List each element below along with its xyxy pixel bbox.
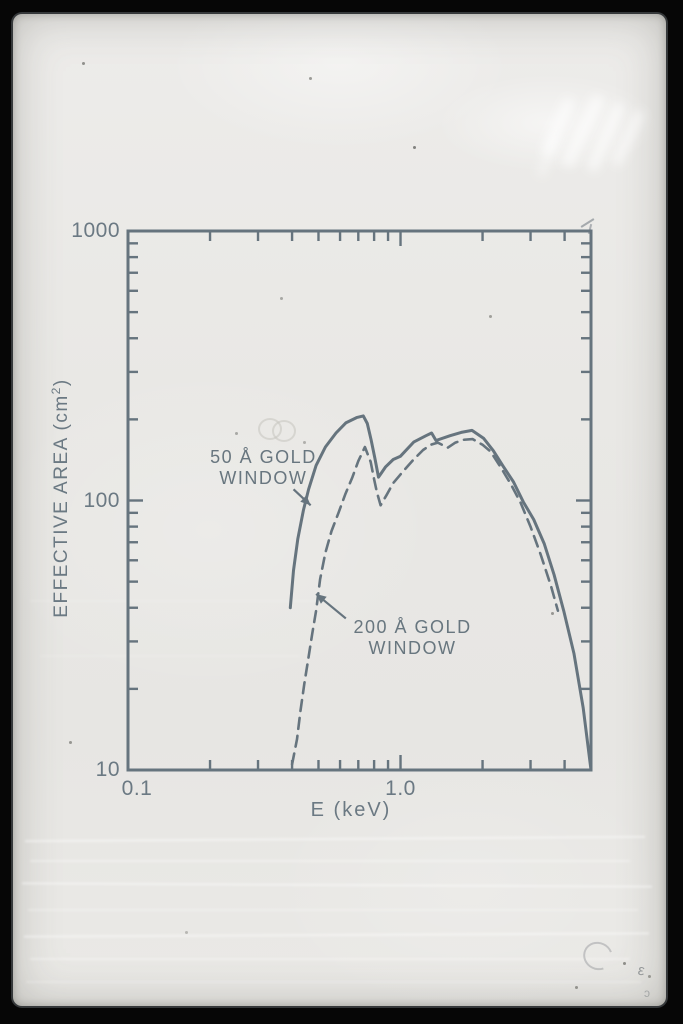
y-axis-title-close: ): [51, 378, 72, 387]
x-axis-title: E (keV): [310, 799, 392, 821]
annotation-arrowhead: [316, 594, 327, 604]
y-axis-title-superscript: 2: [49, 386, 63, 395]
y-axis-title: EFFECTIVE AREA (cm2): [49, 378, 73, 617]
y-axis-title-text: EFFECTIVE AREA (cm: [51, 394, 72, 618]
annotation-arrowhead: [300, 495, 311, 506]
curve-200a-gold-window: [290, 437, 560, 766]
curve-50a-gold-window: [288, 414, 593, 772]
